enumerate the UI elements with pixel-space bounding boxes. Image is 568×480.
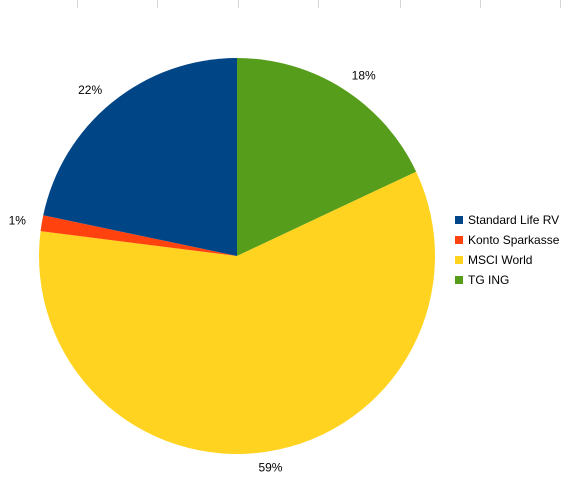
legend-item-tg-ing: TG ING [455,270,559,290]
pie-slice-tg-ing [237,58,417,256]
legend-label: TG ING [468,273,510,287]
chart-legend: Standard Life RV Konto Sparkasse MSCI Wo… [455,210,559,290]
legend-label: Standard Life RV [468,213,560,227]
pie-slice-msci-world [38,171,435,455]
pie-slice-konto-sparkasse [40,215,237,256]
data-label-tg-ing: 18% [352,68,376,82]
legend-swatch [455,236,463,244]
legend-item-konto-sparkasse: Konto Sparkasse [455,230,559,250]
legend-item-msci-world: MSCI World [455,250,559,270]
legend-label: Konto Sparkasse [468,233,560,247]
pie-slice-standard-life-rv [43,58,237,256]
legend-label: MSCI World [468,253,533,267]
data-label-standard-life-rv: 22% [78,83,102,97]
legend-item-standard-life-rv: Standard Life RV [455,210,559,230]
data-label-msci-world: 59% [258,460,282,474]
legend-swatch [455,216,463,224]
legend-swatch [455,276,463,284]
legend-swatch [455,256,463,264]
sheet-column-gridlines [0,0,568,10]
data-label-konto-sparkasse: 1% [9,214,27,228]
